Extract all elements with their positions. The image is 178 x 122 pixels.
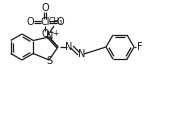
- Text: +: +: [52, 29, 58, 37]
- Text: S: S: [46, 56, 52, 66]
- Text: N: N: [78, 49, 86, 59]
- Text: N: N: [65, 42, 73, 52]
- Text: F: F: [137, 42, 143, 52]
- Text: N: N: [46, 31, 54, 41]
- Text: CH₃: CH₃: [49, 16, 63, 25]
- Text: −: −: [47, 29, 53, 37]
- Text: O: O: [41, 29, 49, 39]
- Text: O: O: [41, 3, 49, 13]
- Text: O: O: [56, 17, 64, 27]
- Text: Cl: Cl: [40, 17, 50, 27]
- Text: O: O: [26, 17, 34, 27]
